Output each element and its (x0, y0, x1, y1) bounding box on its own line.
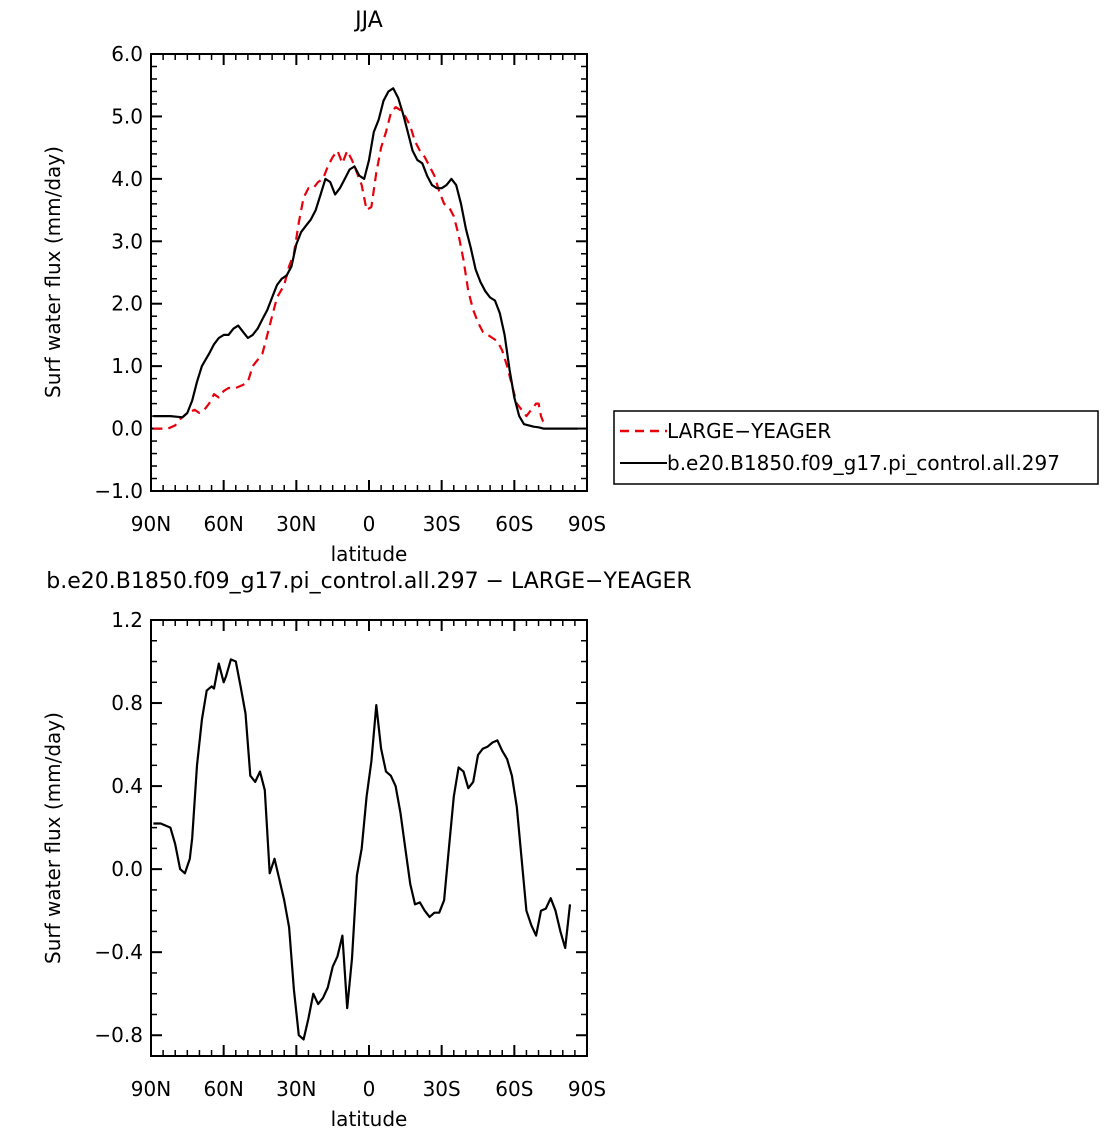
bottom-xtick-label: 90N (131, 1077, 171, 1101)
bottom-plot-frame (150, 619, 588, 1057)
top-series-line-1 (153, 87, 578, 430)
bottom-panel: b.e20.B1850.f09_g17.pi_control.all.297 −… (41, 569, 692, 1131)
bottom-xtick-label: 0 (363, 1077, 376, 1101)
top-y-axis-label: Surf water flux (mm/day) (41, 146, 65, 398)
bottom-ytick-label: 1.2 (111, 608, 143, 632)
bottom-xtick-label: 30N (276, 1077, 316, 1101)
bottom-xtick-label: 60S (495, 1077, 533, 1101)
top-xtick-label: 90N (131, 512, 171, 536)
top-ytick-label: 5.0 (111, 104, 143, 128)
bottom-ytick-label: −0.4 (94, 940, 143, 964)
top-ytick-label: 4.0 (111, 167, 143, 191)
bottom-xtick-label: 90S (568, 1077, 606, 1101)
bottom-xtick-label: 30S (423, 1077, 461, 1101)
legend-box (613, 410, 1099, 485)
bottom-xtick-label: 60N (203, 1077, 243, 1101)
bottom-chart-title: b.e20.B1850.f09_g17.pi_control.all.297 −… (46, 569, 691, 594)
top-ytick-label: 6.0 (111, 42, 143, 66)
bottom-x-axis-label: latitude (331, 1107, 408, 1131)
top-ytick-label: 3.0 (111, 229, 143, 253)
top-ytick-label: 1.0 (111, 354, 143, 378)
bottom-y-axis-label: Surf water flux (mm/day) (41, 712, 65, 964)
top-ticks: −1.0 0.0 1.0 2.0 3.0 4.0 5.0 6.0 90N 60N 30N 0 30S 60… (94, 42, 606, 536)
top-ytick-label: −1.0 (94, 479, 143, 503)
top-series (153, 87, 578, 430)
bottom-series-line-0 (153, 658, 572, 1041)
top-ytick-label: 0.0 (111, 417, 143, 441)
top-panel: JJA −1.0 0.0 1.0 2.0 3.0 4.0 5.0 6.0 90N 60N 30N 0 3… (41, 8, 606, 566)
top-xtick-label: 30N (276, 512, 316, 536)
top-xtick-label: 30S (423, 512, 461, 536)
bottom-ytick-label: −0.8 (94, 1023, 143, 1047)
bottom-ytick-label: 0.4 (111, 774, 143, 798)
top-xtick-label: 0 (363, 512, 376, 536)
top-ytick-label: 2.0 (111, 292, 143, 316)
top-series-line-0 (153, 105, 545, 430)
legend-label-control: b.e20.B1850.f09_g17.pi_control.all.297 (667, 451, 1060, 475)
bottom-ticks: −0.8 −0.4 0.0 0.4 0.8 1.2 90N 60N 30N 0 30S 60S 90S (94, 608, 606, 1101)
top-chart-title: JJA (353, 8, 383, 33)
legend-label-large-yeager: LARGE−YEAGER (667, 419, 831, 443)
bottom-series (153, 658, 572, 1041)
top-xtick-label: 90S (568, 512, 606, 536)
top-xtick-label: 60S (495, 512, 533, 536)
top-x-axis-label: latitude (331, 542, 408, 566)
top-xtick-label: 60N (203, 512, 243, 536)
top-plot-frame (150, 53, 588, 492)
bottom-ytick-label: 0.8 (111, 691, 143, 715)
legend: LARGE−YEAGER b.e20.B1850.f09_g17.pi_cont… (613, 410, 1099, 485)
bottom-ytick-label: 0.0 (111, 857, 143, 881)
